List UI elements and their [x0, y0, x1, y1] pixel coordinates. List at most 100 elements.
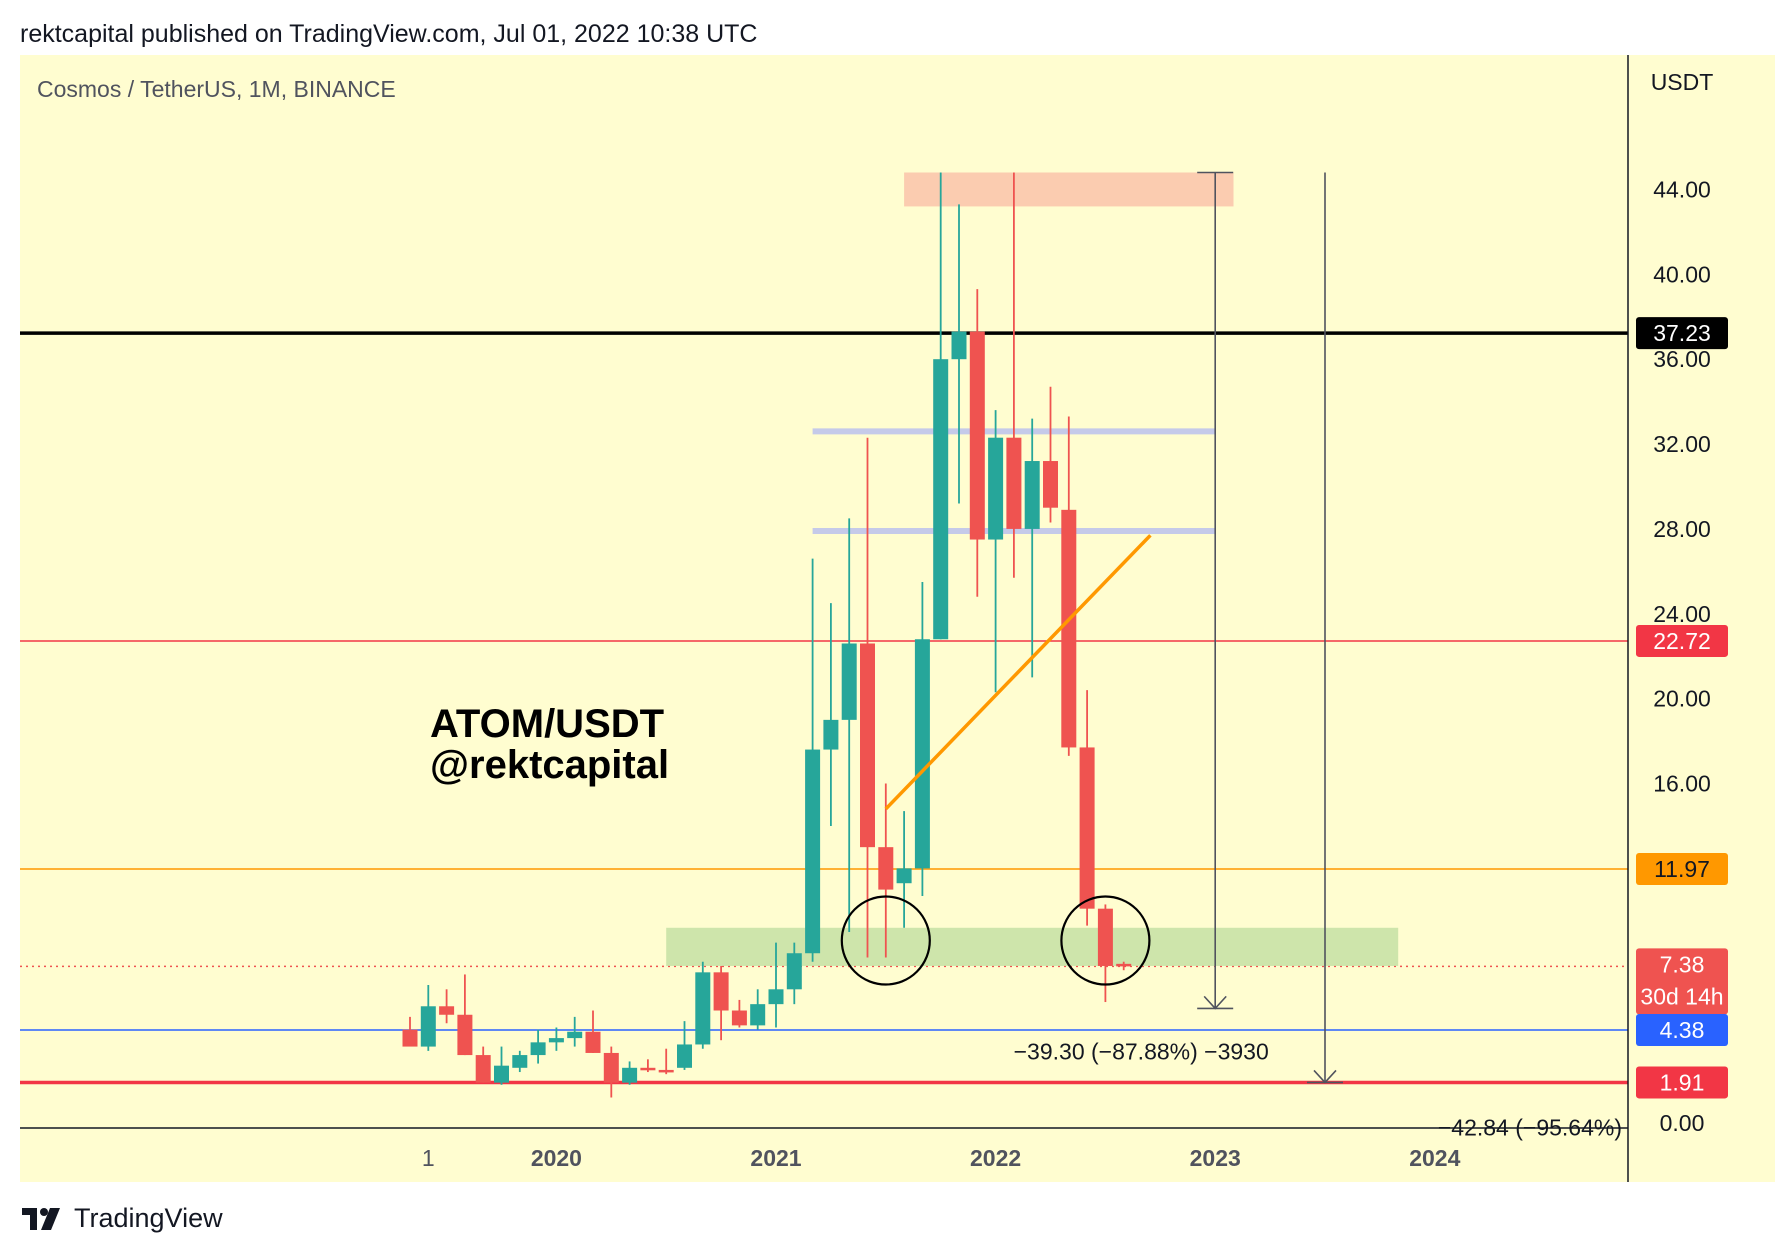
candle-body: [585, 1031, 601, 1053]
candle-body: [439, 1006, 455, 1015]
price-badge-label: 7.38: [1660, 951, 1705, 977]
candle-2019-12: [530, 1029, 546, 1064]
candle-body: [786, 953, 802, 990]
candle-2021-10: [933, 172, 949, 640]
price-tick-label: 0.00: [1660, 1110, 1705, 1136]
time-tick-label: 2022: [970, 1145, 1021, 1171]
resistance-zone: [904, 172, 1234, 207]
price-badge-22.72: [1636, 624, 1728, 657]
candle-body: [1116, 963, 1132, 967]
candle-body: [1043, 461, 1058, 508]
price-badge-37.23: [1636, 317, 1728, 350]
price-axis-unit: USDT: [1651, 69, 1714, 95]
candle-2020-10: [713, 965, 729, 1041]
candle-2019-06: [420, 985, 436, 1051]
candle-body: [731, 1010, 747, 1026]
measure-arrow-icon: [1313, 1069, 1337, 1084]
candle-body: [457, 1014, 473, 1056]
candle-2022-02: [1006, 172, 1022, 578]
price-badge-label: 11.97: [1654, 856, 1710, 882]
candle-body: [805, 749, 821, 954]
price-tick-label: 32.00: [1653, 431, 1711, 457]
price-tick-label: 16.00: [1653, 771, 1711, 797]
footer: TradingView: [20, 1203, 223, 1234]
price-badge-label: 37.23: [1653, 320, 1711, 346]
price-tick-label: 40.00: [1653, 261, 1711, 287]
candle-2021-09: [914, 581, 930, 896]
candle-2020-04: [603, 1046, 619, 1098]
candle-2022-05: [1061, 416, 1077, 756]
measure-arrow-icon: [1203, 995, 1227, 1010]
candle-2020-07: [658, 1048, 674, 1075]
time-tick-label: 2023: [1190, 1145, 1241, 1171]
price-badge-1.91: [1636, 1066, 1728, 1099]
horizontal-levels: [20, 331, 1628, 1085]
candle-2019-09: [475, 1046, 491, 1083]
tradingview-logo-icon: [22, 1207, 60, 1230]
price-tick-label: 20.00: [1653, 686, 1711, 712]
price-tick-label: 24.00: [1653, 601, 1711, 627]
candle-2020-03: [585, 1010, 601, 1053]
candle-body: [933, 359, 949, 640]
time-tick-label: 2020: [531, 1145, 582, 1171]
candle-body: [530, 1042, 546, 1056]
candle-2022-04: [1043, 386, 1058, 523]
candle-body: [1061, 509, 1077, 748]
candle-body: [914, 639, 930, 869]
measure-label-1: −39.30 (−87.88%) −3930: [1014, 1038, 1269, 1064]
candle-2021-01: [768, 942, 784, 1028]
candle-body: [750, 1004, 766, 1026]
annotation-author: @rektcapital: [430, 743, 669, 787]
candle-body: [896, 868, 912, 884]
time-tick-label: 2021: [750, 1145, 801, 1171]
price-badge-label: 1.91: [1660, 1069, 1705, 1095]
circle-marker-2: [1060, 895, 1151, 986]
candle-2019-05: [402, 1016, 418, 1047]
price-tick-label: 28.00: [1653, 516, 1711, 542]
countdown-label: 30d 14h: [1640, 983, 1723, 1009]
candle-2021-06: [860, 437, 875, 958]
candle-2019-07: [439, 989, 455, 1024]
candle-body: [1079, 747, 1095, 909]
candle-2020-09: [695, 961, 711, 1049]
time-tick-label: 1: [422, 1145, 435, 1171]
symbol-line: Cosmos / TetherUS, 1M, BINANCE: [37, 76, 396, 102]
candle-body: [969, 331, 985, 540]
candle-body: [567, 1031, 583, 1039]
price-tick-label: 44.00: [1653, 176, 1711, 202]
candle-body: [878, 847, 894, 890]
candle-2020-02: [567, 1016, 583, 1047]
price-axis-ticks: 0.00 16.00 20.00 24.00 28.00 32.00 36.00 40.00 4…: [1653, 176, 1711, 1135]
candle-2020-12: [750, 989, 766, 1030]
candle-body: [823, 719, 839, 750]
candle-2021-04: [823, 603, 839, 826]
trendline: [884, 534, 1152, 811]
candle-2022-07: [1097, 904, 1113, 1003]
candle-2021-08: [896, 811, 912, 928]
candle-2020-08: [677, 1021, 692, 1070]
price-badges: 37.23 22.72 11.97 7.38 30d 14h 4.38 1.91: [1636, 317, 1728, 1099]
candle-body: [494, 1065, 509, 1083]
price-badge-4.38: [1636, 1014, 1728, 1047]
candle-body: [658, 1069, 674, 1073]
candle-2021-07: [878, 783, 894, 958]
candle-2021-12: [969, 289, 985, 597]
time-axis-ticks: 1 2020 2021 2022 2023 2024: [422, 1145, 1461, 1171]
candle-2020-01: [548, 1027, 564, 1051]
candle-body: [548, 1038, 564, 1043]
candles: [402, 172, 1132, 1098]
candle-2022-03: [1024, 418, 1040, 678]
candle-body: [640, 1067, 656, 1071]
candle-body: [512, 1055, 528, 1068]
candle-body: [768, 989, 784, 1005]
circle-marker-1: [840, 895, 931, 986]
price-badge-label: 4.38: [1660, 1017, 1705, 1043]
candle-body: [988, 437, 1004, 540]
candle-2022-01: [988, 410, 1004, 693]
footer-brand: TradingView: [74, 1203, 223, 1233]
candle-2019-10: [494, 1046, 509, 1085]
publish-info: rektcapital published on TradingView.com…: [20, 20, 758, 48]
candle-body: [695, 972, 711, 1045]
candle-body: [1006, 437, 1022, 529]
